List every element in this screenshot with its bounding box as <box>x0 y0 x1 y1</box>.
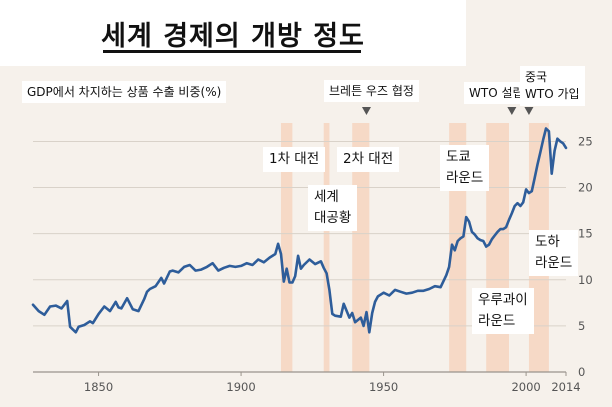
y-tick-label-5: 5 <box>578 319 585 333</box>
x-tick-label-1900: 1900 <box>226 380 255 394</box>
marker-label-wto-founding: WTO 설립 <box>464 82 529 104</box>
annotation-doha-round-line1: 도하 <box>535 234 560 250</box>
annotation-great-depression-line1: 세계 <box>314 189 339 205</box>
event-band-1 <box>323 123 330 372</box>
event-marker-0 <box>361 107 371 115</box>
event-marker-2 <box>524 107 534 115</box>
y-axis-label: GDP에서 차지하는 상품 수출 비중(%) <box>22 81 227 103</box>
chart-title: 세계 경제의 개방 정도 <box>101 21 365 52</box>
annotation-doha-round: 도하 라운드 <box>529 230 579 276</box>
annotation-uruguay-round-line1: 우루과이 <box>478 292 528 308</box>
x-tick-label-2014: 2014 <box>551 380 580 394</box>
y-tick-label-25: 25 <box>578 134 593 148</box>
y-tick-label-20: 20 <box>578 181 593 195</box>
annotation-ww1: 1차 대전 <box>263 147 326 172</box>
marker-label-china-wto-line1: 중국 <box>525 70 548 84</box>
annotation-uruguay-round: 우루과이 라운드 <box>472 288 534 334</box>
annotation-tokyo-round-line2: 라운드 <box>446 170 484 186</box>
annotation-ww2: 2차 대전 <box>337 147 400 172</box>
y-tick-label-0: 0 <box>578 365 585 379</box>
event-band-4 <box>486 123 509 372</box>
annotation-great-depression: 세계 대공황 <box>308 185 358 231</box>
x-axis: 1850 1900 1950 2000 2014 <box>84 372 581 394</box>
y-tick-label-15: 15 <box>578 227 593 241</box>
annotation-tokyo-round-line1: 도쿄 <box>446 149 471 165</box>
annotation-tokyo-round: 도쿄 라운드 <box>440 145 490 191</box>
annotation-doha-round-line2: 라운드 <box>535 255 573 271</box>
y-axis: 0 5 10 15 20 25 <box>578 134 593 379</box>
annotation-great-depression-line2: 대공황 <box>314 210 352 226</box>
marker-label-china-wto: 중국 WTO 가입 <box>520 66 585 106</box>
marker-label-bretton-woods: 브레튼 우즈 협정 <box>324 80 419 102</box>
event-markers <box>361 107 534 115</box>
event-marker-1 <box>507 107 517 115</box>
series-line <box>31 127 568 334</box>
marker-label-china-wto-line2: WTO 가입 <box>525 87 580 101</box>
x-tick-label-2000: 2000 <box>511 380 540 394</box>
y-tick-label-10: 10 <box>578 273 593 287</box>
x-tick-label-1850: 1850 <box>84 380 113 394</box>
title-underline <box>103 50 361 53</box>
event-band-0 <box>280 123 293 372</box>
x-tick-label-1950: 1950 <box>369 380 398 394</box>
annotation-uruguay-round-line2: 라운드 <box>478 313 516 329</box>
title-box <box>0 0 466 66</box>
